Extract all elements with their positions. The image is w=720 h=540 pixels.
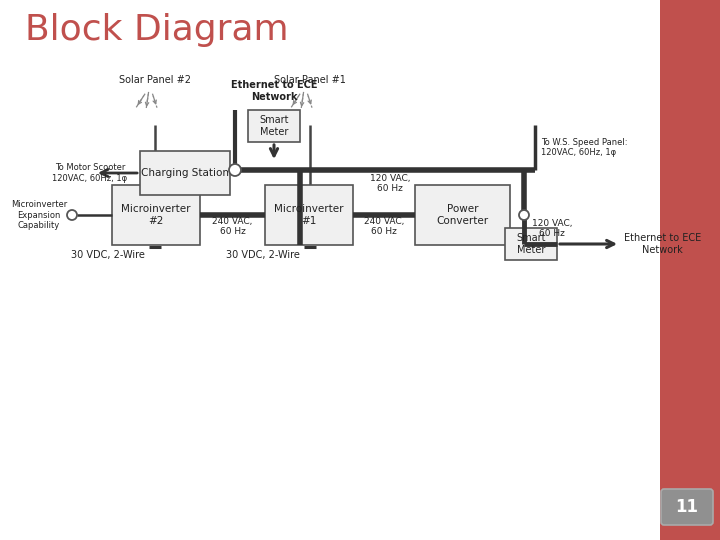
Text: Smart
Meter: Smart Meter <box>516 233 546 255</box>
FancyBboxPatch shape <box>661 489 713 525</box>
Text: Microinverter
#2: Microinverter #2 <box>121 204 191 226</box>
Bar <box>248 110 300 142</box>
Bar <box>660 0 720 540</box>
Text: Microinverter
#1: Microinverter #1 <box>274 204 343 226</box>
Text: Power
Converter: Power Converter <box>436 204 489 226</box>
Bar <box>415 185 510 245</box>
Text: Solar Panel #1: Solar Panel #1 <box>274 75 346 85</box>
Bar <box>112 185 200 245</box>
Text: Smart
Meter: Smart Meter <box>259 115 289 137</box>
Bar <box>265 185 353 245</box>
Text: Ethernet to ECE
Network: Ethernet to ECE Network <box>230 80 318 102</box>
Text: Solar Panel #2: Solar Panel #2 <box>119 75 191 85</box>
Text: 240 VAC,
60 Hz: 240 VAC, 60 Hz <box>364 217 404 237</box>
Circle shape <box>519 210 529 220</box>
Text: 120 VAC,
60 Hz: 120 VAC, 60 Hz <box>370 174 410 193</box>
Bar <box>140 151 230 195</box>
Text: To Motor Scooter
120VAC, 60Hz, 1φ: To Motor Scooter 120VAC, 60Hz, 1φ <box>53 163 127 183</box>
Text: Microinverter
Expansion
Capability: Microinverter Expansion Capability <box>11 200 67 230</box>
Text: 30 VDC, 2-Wire: 30 VDC, 2-Wire <box>71 250 145 260</box>
Text: Charging Station: Charging Station <box>141 168 229 178</box>
Text: Ethernet to ECE
Network: Ethernet to ECE Network <box>624 233 701 255</box>
Text: 30 VDC, 2-Wire: 30 VDC, 2-Wire <box>226 250 300 260</box>
Text: To W.S. Speed Panel:
120VAC, 60Hz, 1φ: To W.S. Speed Panel: 120VAC, 60Hz, 1φ <box>541 138 628 157</box>
Text: 11: 11 <box>675 498 698 516</box>
Text: 120 VAC,
60 Hz: 120 VAC, 60 Hz <box>532 219 572 238</box>
Circle shape <box>67 210 77 220</box>
Circle shape <box>229 164 241 176</box>
Text: 240 VAC,
60 Hz: 240 VAC, 60 Hz <box>212 217 253 237</box>
Bar <box>505 228 557 260</box>
Text: Block Diagram: Block Diagram <box>25 13 289 47</box>
